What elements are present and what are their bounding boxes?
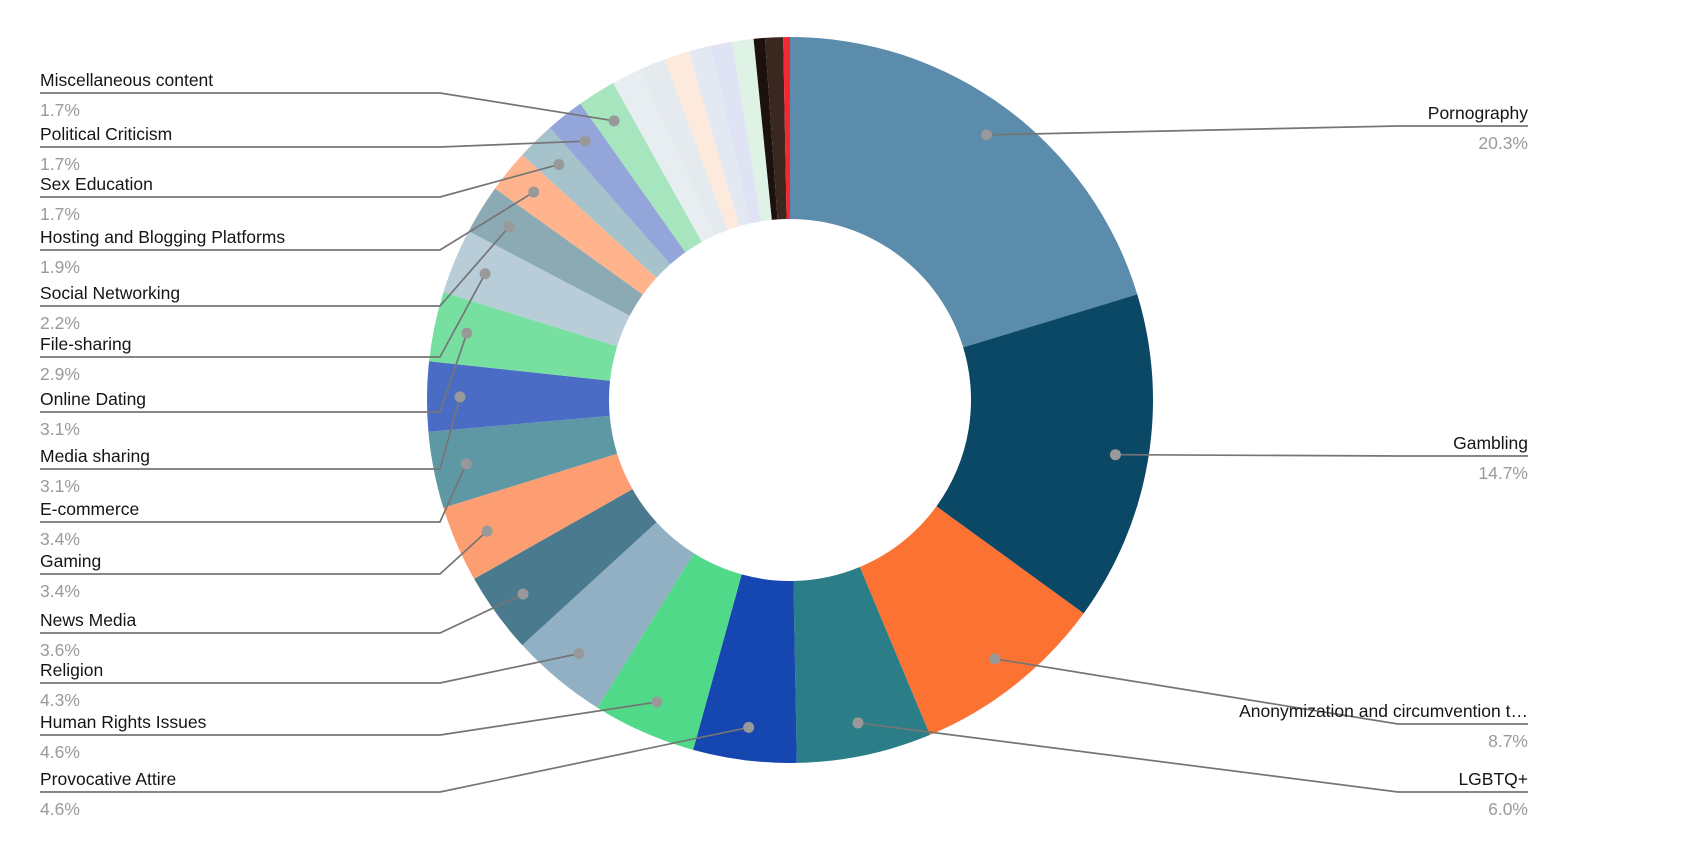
- slice-label-miscellaneous-content: Miscellaneous content: [40, 70, 213, 90]
- leader-dot-lgbtq: [852, 717, 864, 729]
- slice-label-media-sharing: Media sharing: [40, 446, 150, 466]
- pie-slice-miscellaneous-content[interactable]: [580, 83, 702, 253]
- slice-label-religion: Religion: [40, 660, 103, 680]
- pie-slice-file-sharing[interactable]: [443, 231, 630, 347]
- slice-percent-media-sharing: 3.1%: [40, 476, 80, 496]
- slice-label-pornography: Pornography: [1428, 103, 1528, 123]
- pie-slice-unlabeled[interactable]: [613, 69, 715, 242]
- slice-label-lgbtq: LGBTQ+: [1458, 769, 1528, 789]
- leader-line-miscellaneous-content: [40, 92, 615, 122]
- slice-label-hosting-and-blogging-platforms: Hosting and Blogging Platforms: [40, 227, 285, 247]
- pie-slice-gambling[interactable]: [936, 294, 1153, 614]
- leader-dot-e-commerce: [460, 458, 472, 470]
- pie-slice-unlabeled[interactable]: [710, 41, 762, 224]
- pie-slice-gaming[interactable]: [443, 453, 633, 579]
- leader-dot-gambling: [1109, 449, 1121, 461]
- leader-dot-anonymization-and-circumvention-t: [989, 653, 1001, 665]
- pie-slice-e-commerce[interactable]: [428, 415, 618, 508]
- pie-slice-unlabeled[interactable]: [753, 37, 778, 220]
- leader-line-anonymization-and-circumvention-t: [994, 657, 1528, 725]
- leader-line-provocative-attire: [40, 726, 749, 793]
- pie-slice-media-sharing[interactable]: [427, 361, 611, 432]
- slice-label-provocative-attire: Provocative Attire: [40, 769, 176, 789]
- slice-percent-political-criticism: 1.7%: [40, 154, 80, 174]
- leader-line-hosting-and-blogging-platforms: [40, 191, 535, 251]
- slice-label-gaming: Gaming: [40, 551, 101, 571]
- slice-label-political-criticism: Political Criticism: [40, 124, 172, 144]
- slice-label-social-networking: Social Networking: [40, 283, 180, 303]
- pie-slice-unlabeled[interactable]: [688, 45, 751, 227]
- leader-dot-file-sharing: [479, 268, 491, 280]
- pie-slice-news-media[interactable]: [474, 489, 657, 646]
- pie-slice-anonymization-and-circumvention-t[interactable]: [859, 506, 1084, 735]
- slice-label-news-media: News Media: [40, 610, 137, 630]
- slice-percent-gaming: 3.4%: [40, 581, 80, 601]
- slice-percent-file-sharing: 2.9%: [40, 364, 80, 384]
- leader-line-religion: [40, 652, 580, 684]
- slice-label-human-rights-issues: Human Rights Issues: [40, 712, 207, 732]
- pie-slice-social-networking[interactable]: [468, 188, 643, 316]
- leader-line-online-dating: [40, 332, 468, 413]
- leader-line-file-sharing: [40, 273, 486, 358]
- leader-line-gambling: [1115, 453, 1528, 457]
- pie-slice-human-rights-issues[interactable]: [597, 553, 742, 750]
- leader-dot-news-media: [517, 588, 529, 600]
- pie-slice-unlabeled[interactable]: [783, 37, 790, 220]
- leader-line-news-media: [40, 593, 524, 634]
- slice-percent-sex-education: 1.7%: [40, 204, 80, 224]
- leader-line-gaming: [40, 530, 488, 575]
- pie-slice-online-dating[interactable]: [429, 292, 618, 381]
- leader-dot-gaming: [481, 525, 493, 537]
- leader-line-lgbtq: [857, 722, 1528, 793]
- pie-slice-provocative-attire[interactable]: [693, 574, 797, 763]
- slice-percent-e-commerce: 3.4%: [40, 529, 80, 549]
- pie-slice-pornography[interactable]: [790, 37, 1138, 348]
- leader-dot-social-networking: [503, 221, 515, 233]
- leader-line-human-rights-issues: [40, 701, 658, 736]
- leader-dot-miscellaneous-content: [608, 115, 620, 127]
- leader-line-pornography: [986, 125, 1528, 136]
- slice-percent-human-rights-issues: 4.6%: [40, 742, 80, 762]
- leader-line-social-networking: [40, 226, 510, 307]
- slice-percent-pornography: 20.3%: [1478, 133, 1528, 153]
- leader-dot-media-sharing: [454, 391, 466, 403]
- leader-dot-human-rights-issues: [651, 696, 663, 708]
- slice-percent-online-dating: 3.1%: [40, 419, 80, 439]
- slice-percent-social-networking: 2.2%: [40, 313, 80, 333]
- leader-dot-pornography: [980, 129, 992, 141]
- slice-percent-miscellaneous-content: 1.7%: [40, 100, 80, 120]
- leader-dot-provocative-attire: [743, 721, 755, 733]
- leader-dot-sex-education: [553, 158, 565, 170]
- slice-percent-religion: 4.3%: [40, 690, 80, 710]
- slice-label-sex-education: Sex Education: [40, 174, 153, 194]
- slice-percent-anonymization-and-circumvention-t: 8.7%: [1488, 731, 1528, 751]
- pie-slice-unlabeled[interactable]: [664, 51, 740, 231]
- slice-label-file-sharing: File-sharing: [40, 334, 131, 354]
- leader-line-political-criticism: [40, 140, 586, 148]
- slice-label-e-commerce: E-commerce: [40, 499, 139, 519]
- leader-line-e-commerce: [40, 463, 468, 523]
- slice-label-anonymization-and-circumvention-t: Anonymization and circumvention t…: [1239, 701, 1528, 721]
- slice-label-online-dating: Online Dating: [40, 389, 146, 409]
- slice-percent-hosting-and-blogging-platforms: 1.9%: [40, 257, 80, 277]
- leader-dot-religion: [573, 648, 585, 660]
- pie-slice-unlabeled[interactable]: [732, 38, 772, 222]
- leader-dot-hosting-and-blogging-platforms: [528, 186, 540, 198]
- slice-percent-provocative-attire: 4.6%: [40, 799, 80, 819]
- slice-percent-news-media: 3.6%: [40, 640, 80, 660]
- slice-percent-lgbtq: 6.0%: [1488, 799, 1528, 819]
- leader-line-media-sharing: [40, 396, 461, 470]
- pie-slice-lgbtq[interactable]: [793, 567, 930, 763]
- slice-percent-gambling: 14.7%: [1478, 463, 1528, 483]
- leader-line-sex-education: [40, 163, 560, 198]
- pie-slice-unlabeled[interactable]: [764, 37, 787, 220]
- pie-slice-religion[interactable]: [522, 522, 694, 708]
- slice-label-gambling: Gambling: [1453, 433, 1528, 453]
- leader-dot-online-dating: [461, 327, 473, 339]
- pie-slice-unlabeled[interactable]: [639, 59, 728, 236]
- leader-dot-political-criticism: [579, 135, 591, 147]
